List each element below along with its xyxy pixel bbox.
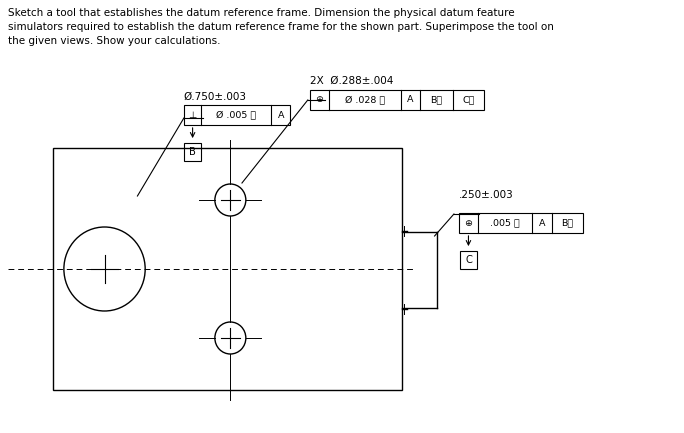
Text: .005 Ⓜ: .005 Ⓜ bbox=[490, 219, 520, 227]
Text: Sketch a tool that establishes the datum reference frame. Dimension the physical: Sketch a tool that establishes the datum… bbox=[8, 8, 553, 46]
Text: B: B bbox=[189, 147, 196, 157]
Text: Ø .005 Ⓜ: Ø .005 Ⓜ bbox=[216, 110, 256, 120]
Text: A: A bbox=[539, 219, 545, 227]
Text: BⓂ: BⓂ bbox=[430, 96, 443, 104]
Text: 2X  Ø.288±.004: 2X Ø.288±.004 bbox=[310, 76, 393, 86]
Text: ⊕: ⊕ bbox=[464, 219, 473, 227]
Text: A: A bbox=[278, 110, 284, 120]
Text: .250±.003: .250±.003 bbox=[459, 190, 514, 200]
Text: C: C bbox=[465, 255, 472, 265]
Text: BⓂ: BⓂ bbox=[561, 219, 573, 227]
Text: A: A bbox=[407, 96, 414, 104]
Text: Ø.750±.003: Ø.750±.003 bbox=[184, 92, 247, 102]
Text: ⊕: ⊕ bbox=[315, 96, 324, 104]
Text: Ø .028 Ⓜ: Ø .028 Ⓜ bbox=[345, 96, 385, 104]
Text: CⓂ: CⓂ bbox=[462, 96, 475, 104]
Text: ⊥: ⊥ bbox=[189, 110, 197, 120]
